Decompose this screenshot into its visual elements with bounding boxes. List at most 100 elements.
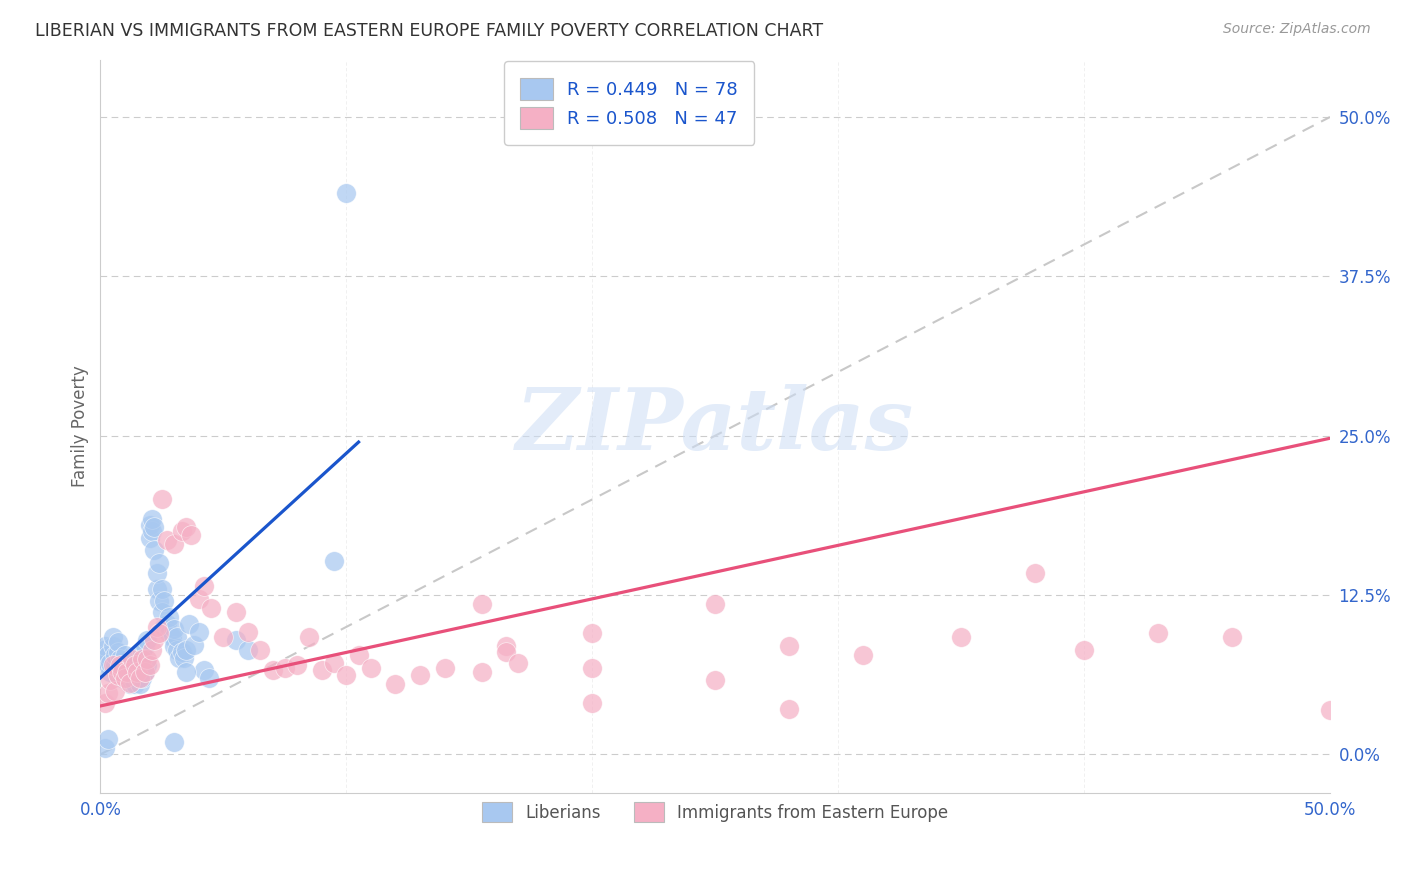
- Point: [111, 671, 134, 685]
- Point: [197, 671, 219, 685]
- Point: [131, 645, 153, 659]
- Point: [167, 650, 190, 665]
- Point: [143, 543, 166, 558]
- Point: [236, 625, 259, 640]
- Point: [311, 663, 333, 677]
- Point: [148, 626, 170, 640]
- Point: [148, 594, 170, 608]
- Point: [495, 645, 517, 659]
- Point: [121, 671, 143, 685]
- Point: [298, 630, 321, 644]
- Point: [94, 639, 117, 653]
- Point: [121, 652, 143, 666]
- Point: [124, 658, 146, 673]
- Point: [163, 623, 186, 637]
- Point: [495, 639, 517, 653]
- Point: [146, 582, 169, 596]
- Point: [136, 632, 159, 647]
- Point: [136, 658, 159, 673]
- Point: [704, 673, 727, 688]
- Point: [114, 671, 136, 685]
- Point: [97, 732, 120, 747]
- Point: [146, 566, 169, 581]
- Point: [285, 658, 308, 673]
- Point: [117, 671, 139, 685]
- Point: [107, 635, 129, 649]
- Point: [180, 528, 202, 542]
- Point: [104, 683, 127, 698]
- Point: [150, 605, 173, 619]
- Point: [236, 643, 259, 657]
- Point: [384, 677, 406, 691]
- Point: [176, 643, 198, 657]
- Point: [107, 668, 129, 682]
- Point: [1147, 626, 1170, 640]
- Point: [193, 663, 215, 677]
- Point: [98, 665, 121, 679]
- Point: [117, 663, 139, 677]
- Point: [124, 677, 146, 691]
- Point: [138, 658, 160, 673]
- Point: [166, 643, 188, 657]
- Point: [146, 620, 169, 634]
- Point: [114, 648, 136, 662]
- Point: [950, 630, 973, 644]
- Point: [1220, 630, 1243, 644]
- Y-axis label: Family Poverty: Family Poverty: [72, 365, 89, 487]
- Point: [94, 648, 117, 662]
- Point: [128, 671, 150, 685]
- Point: [91, 652, 114, 666]
- Point: [335, 186, 357, 201]
- Point: [150, 582, 173, 596]
- Point: [166, 630, 188, 644]
- Point: [127, 665, 149, 679]
- Point: [409, 668, 432, 682]
- Point: [160, 630, 183, 644]
- Point: [127, 658, 149, 673]
- Point: [187, 591, 209, 606]
- Point: [143, 632, 166, 647]
- Point: [143, 520, 166, 534]
- Point: [433, 661, 456, 675]
- Point: [134, 639, 156, 653]
- Point: [360, 661, 382, 675]
- Point: [704, 597, 727, 611]
- Point: [187, 625, 209, 640]
- Point: [101, 658, 124, 673]
- Text: ZIPatlas: ZIPatlas: [516, 384, 914, 468]
- Point: [131, 652, 153, 666]
- Point: [114, 665, 136, 679]
- Point: [124, 663, 146, 677]
- Point: [323, 554, 346, 568]
- Point: [170, 645, 193, 659]
- Point: [121, 661, 143, 675]
- Point: [131, 671, 153, 685]
- Point: [108, 665, 131, 679]
- Point: [581, 697, 603, 711]
- Point: [118, 661, 141, 675]
- Point: [127, 671, 149, 685]
- Point: [157, 609, 180, 624]
- Point: [134, 665, 156, 679]
- Point: [163, 639, 186, 653]
- Point: [193, 579, 215, 593]
- Point: [176, 520, 198, 534]
- Point: [111, 665, 134, 679]
- Point: [128, 665, 150, 679]
- Point: [141, 524, 163, 539]
- Point: [274, 661, 297, 675]
- Point: [335, 668, 357, 682]
- Point: [114, 658, 136, 673]
- Point: [778, 701, 800, 715]
- Point: [163, 537, 186, 551]
- Point: [347, 648, 370, 662]
- Point: [225, 632, 247, 647]
- Point: [101, 639, 124, 653]
- Point: [148, 556, 170, 570]
- Point: [117, 665, 139, 679]
- Point: [107, 645, 129, 659]
- Point: [141, 643, 163, 657]
- Point: [108, 652, 131, 666]
- Point: [156, 617, 179, 632]
- Point: [471, 665, 494, 679]
